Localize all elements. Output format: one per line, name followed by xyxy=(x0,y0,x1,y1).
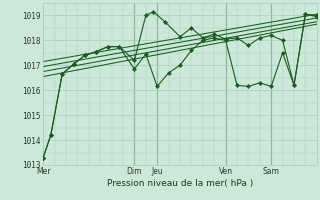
X-axis label: Pression niveau de la mer( hPa ): Pression niveau de la mer( hPa ) xyxy=(107,179,253,188)
